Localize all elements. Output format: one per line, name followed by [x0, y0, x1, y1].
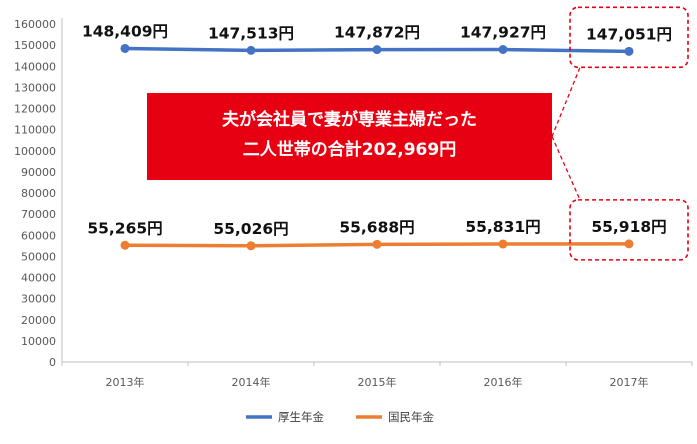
data-label-layer: 148,409円 147,513円 147,872円 147,927円 147,051円…: [82, 22, 672, 237]
data-label: 147,051円: [586, 25, 672, 43]
y-tick-label: 110000: [14, 124, 56, 137]
x-tick-label: 2016年: [484, 375, 523, 389]
data-label: 55,026円: [213, 220, 288, 238]
data-label: 148,409円: [82, 22, 168, 40]
y-tick-label: 60000: [21, 229, 56, 242]
y-tick-label: 100000: [14, 145, 56, 158]
data-point: [246, 241, 256, 251]
data-point: [372, 45, 382, 55]
data-point: [246, 45, 256, 55]
y-tick-label: 0: [49, 356, 56, 369]
data-point: [120, 43, 130, 53]
data-label: 147,927円: [460, 24, 546, 42]
y-tick-label: 140000: [14, 60, 56, 73]
y-tick-label: 120000: [14, 103, 56, 116]
data-label: 147,872円: [334, 24, 420, 42]
y-tick-label: 130000: [14, 81, 56, 94]
x-tick-label: 2017年: [610, 375, 649, 389]
series-layer: [120, 43, 634, 251]
y-tick-label: 70000: [21, 208, 56, 221]
data-label: 55,918円: [591, 218, 666, 236]
y-tick-label: 20000: [21, 314, 56, 327]
y-tick-label: 40000: [21, 272, 56, 285]
callout-box: [147, 93, 552, 180]
data-label: 55,688円: [339, 218, 414, 236]
data-point: [372, 239, 382, 249]
data-label: 55,831円: [465, 218, 540, 236]
x-tick-label: 2013年: [106, 375, 145, 389]
legend: 厚生年金 国民年金: [246, 410, 434, 424]
axes-layer: 0 10000 20000 30000 40000 50000 60000 70000 8000…: [14, 18, 693, 389]
callout-text: 夫が会社員で妻が専業主婦だった: [222, 109, 477, 130]
callout-text: 二人世帯の合計202,969円: [243, 139, 456, 160]
data-point: [120, 240, 130, 250]
y-tick-label: 90000: [21, 166, 56, 179]
connector-line: [551, 136, 581, 201]
y-tick-label: 150000: [14, 39, 56, 52]
data-point: [498, 45, 508, 55]
y-tick-label: 50000: [21, 250, 56, 263]
legend-label: 国民年金: [388, 410, 434, 424]
highlight-box: [569, 6, 689, 69]
data-point: [498, 239, 508, 249]
x-tick-label: 2015年: [358, 375, 397, 389]
highlight-box: [569, 199, 689, 261]
y-tick-label: 160000: [14, 18, 56, 31]
data-label: 147,513円: [208, 24, 294, 42]
y-tick-label: 10000: [21, 335, 56, 348]
x-tick-label: 2014年: [232, 375, 271, 389]
data-label: 55,265円: [87, 219, 162, 237]
y-tick-label: 80000: [21, 187, 56, 200]
data-point: [624, 46, 634, 56]
data-point: [624, 239, 634, 249]
y-tick-label: 30000: [21, 293, 56, 306]
legend-label: 厚生年金: [278, 410, 324, 424]
connector-line: [551, 67, 581, 137]
